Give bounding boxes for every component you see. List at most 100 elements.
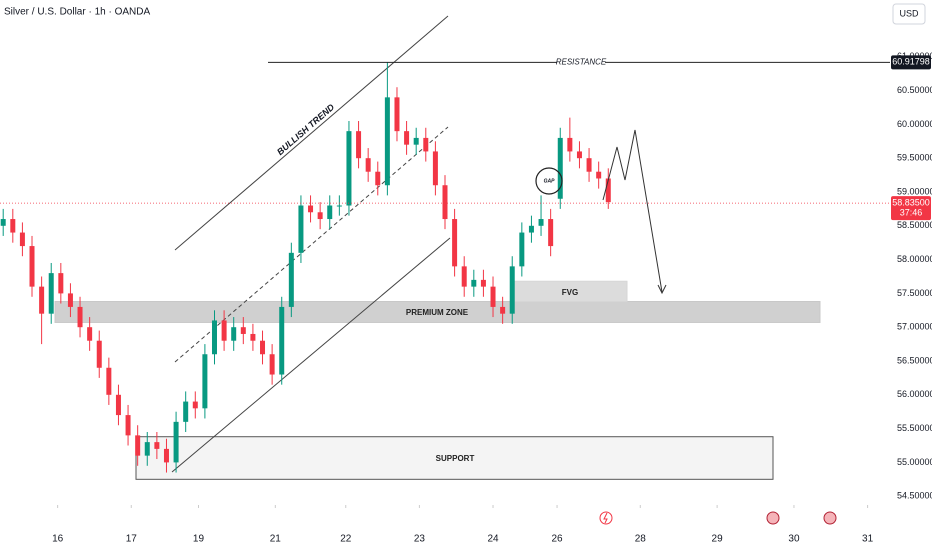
candle-body: [308, 205, 314, 213]
channel-upper: [174, 15, 449, 251]
x-tick-label: 17: [126, 534, 138, 545]
event-icon: [599, 511, 613, 525]
gap-circle: [535, 167, 563, 195]
candle-body: [144, 442, 150, 456]
candle-body: [442, 185, 448, 220]
resistance-price-box: [891, 55, 931, 70]
candle-body: [202, 354, 208, 409]
candle-body: [19, 232, 25, 247]
candle-body: [29, 246, 35, 287]
candle-body: [538, 219, 544, 226]
candle-body: [576, 151, 582, 159]
y-tick-label: 58.00000: [897, 254, 932, 264]
candle-body: [452, 219, 458, 267]
x-tick-label: 28: [635, 534, 647, 545]
candle-body: [48, 273, 54, 314]
candle-body: [490, 286, 496, 307]
candle-body: [432, 151, 438, 186]
candle-body: [192, 401, 198, 409]
candle-body: [404, 131, 410, 145]
candle-body: [0, 219, 6, 226]
candle-body: [106, 367, 112, 395]
x-tick-label: 21: [270, 534, 282, 545]
y-tick-label: 54.50000: [897, 491, 932, 501]
candle-body: [240, 327, 246, 334]
candle-body: [279, 306, 285, 375]
x-tick-label: 19: [193, 534, 205, 545]
y-tick-label: 56.00000: [897, 389, 932, 399]
currency-box: [892, 3, 926, 25]
candle-body: [288, 252, 294, 307]
candle-body: [346, 131, 352, 206]
channel-lower: [171, 237, 451, 473]
candle-body: [384, 97, 390, 186]
candle-body: [461, 266, 467, 287]
x-tick-label: 22: [340, 534, 352, 545]
resistance-price: 60.91798: [892, 57, 930, 67]
candle-body: [250, 333, 256, 341]
x-tick-label: 26: [551, 534, 563, 545]
candle-body: [336, 205, 342, 207]
candle-body: [135, 435, 141, 456]
x-tick-label: 30: [788, 534, 800, 545]
candle-body: [231, 327, 237, 341]
candles: [0, 62, 611, 473]
grid: [57, 505, 869, 508]
x-tick-label: 24: [487, 534, 499, 545]
candle-body: [125, 415, 131, 436]
y-tick-label: 57.00000: [897, 322, 932, 332]
candle-body: [77, 306, 83, 328]
event-flag: [766, 511, 780, 525]
y-tick-label: 59.50000: [897, 153, 932, 163]
zone: [54, 301, 821, 323]
last-price: 58.83500: [892, 198, 930, 208]
projection: [602, 129, 663, 293]
y-tick-label: 57.50000: [897, 288, 932, 298]
y-tick-label: 55.50000: [897, 423, 932, 433]
axes: 54.50000 55.00000 55.50000 56.00000 56.50000…: [52, 51, 932, 544]
candle-body: [528, 225, 534, 233]
candle-body: [298, 205, 304, 253]
x-tick-label: 31: [862, 534, 874, 545]
candle-body: [154, 442, 160, 449]
candle-body: [567, 137, 573, 152]
candle-body: [269, 354, 275, 375]
candle-body: [317, 212, 323, 220]
candle-body: [58, 273, 64, 294]
candle-body: [365, 158, 371, 172]
candle-body: [500, 306, 506, 314]
candle-body: [394, 97, 400, 132]
candle-body: [221, 320, 227, 341]
chart-title: Silver / U.S. Dollar · 1h · OANDA: [4, 7, 150, 18]
candle-body: [586, 158, 592, 172]
candle-body: [471, 279, 477, 287]
last-price-box: [891, 196, 931, 221]
resistance-name: RESISTANCE: [556, 57, 607, 66]
y-tick-label: 55.00000: [897, 457, 932, 467]
candle-body: [173, 421, 179, 463]
zone: [135, 436, 774, 480]
candle-body: [211, 320, 217, 355]
candle-body: [39, 286, 45, 314]
candle-body: [423, 137, 429, 152]
event-flag: [823, 511, 837, 525]
y-tick-label: 58.50000: [897, 220, 932, 230]
candle-body: [163, 448, 169, 463]
y-tick-label: 59.00000: [897, 186, 932, 196]
candle-body: [413, 137, 419, 145]
x-tick-label: 23: [414, 534, 426, 545]
y-tick-label: 60.00000: [897, 119, 932, 129]
candle-body: [356, 131, 362, 159]
candle-body: [548, 219, 554, 247]
price-axis-panel: [890, 0, 932, 550]
candle-body: [605, 178, 611, 203]
candle-body: [87, 327, 93, 341]
candle-body: [480, 279, 486, 287]
candle-body: [596, 171, 602, 179]
event-icon-bolt: [603, 512, 608, 524]
zone-label: PREMIUM ZONE: [406, 308, 469, 317]
x-tick-label: 16: [52, 534, 64, 545]
candle-body: [67, 293, 73, 307]
candle-body: [327, 205, 333, 220]
